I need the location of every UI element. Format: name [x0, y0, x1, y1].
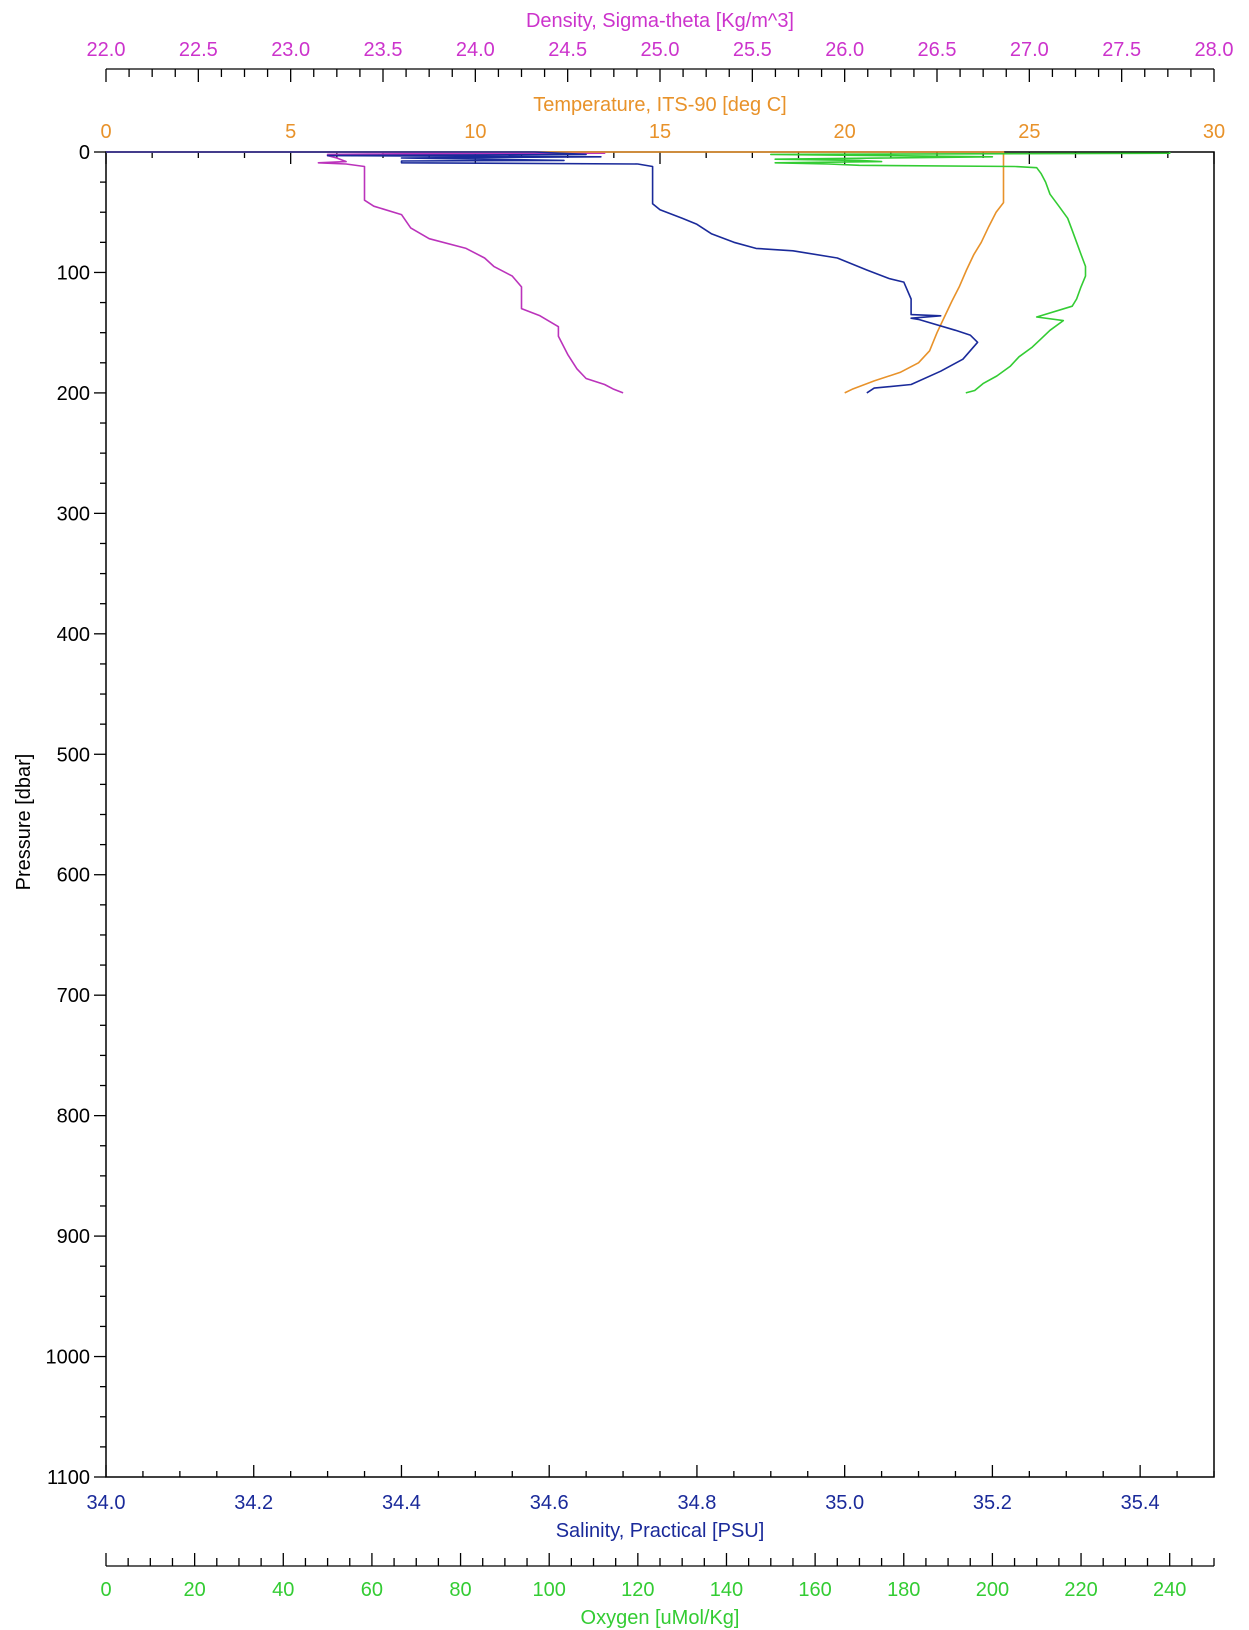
oxygen-tick-label: 220 [1064, 1579, 1097, 1601]
salinity-tick-label: 35.4 [1121, 1492, 1160, 1514]
density-tick-label: 25.5 [733, 39, 772, 61]
density-tick-label: 22.5 [179, 39, 218, 61]
salinity-tick-label: 34.2 [234, 1492, 273, 1514]
oxygen-tick-label: 160 [798, 1579, 831, 1601]
pressure-axis-title: Pressure [dbar] [13, 754, 35, 891]
salinity-axis-title: Salinity, Practical [PSU] [556, 1520, 765, 1542]
oxygen-tick-label: 180 [887, 1579, 920, 1601]
oxygen-tick-label: 60 [361, 1579, 383, 1601]
plot-frame [105, 151, 1215, 1478]
density-tick-label: 24.5 [548, 39, 587, 61]
oxygen-tick-label: 100 [533, 1579, 566, 1601]
y-tick-label: 700 [57, 985, 90, 1007]
temperature-tick-label: 25 [1018, 121, 1040, 143]
y-tick-label: 600 [57, 865, 90, 887]
y-tick-label: 0 [79, 142, 90, 164]
salinity-tick-label: 34.0 [87, 1492, 126, 1514]
oxygen-tick-label: 20 [184, 1579, 206, 1601]
y-tick-label: 500 [57, 744, 90, 766]
density-tick-label: 27.0 [1010, 39, 1049, 61]
density-tick-label: 25.0 [641, 39, 680, 61]
temperature-tick-label: 15 [649, 121, 671, 143]
y-tick-label: 1000 [46, 1347, 91, 1369]
temperature-tick-label: 10 [464, 121, 486, 143]
density-tick-label: 26.0 [825, 39, 864, 61]
oxygen-tick-label: 240 [1153, 1579, 1186, 1601]
density-profile-line [106, 151, 624, 394]
oxygen-tick-label: 40 [272, 1579, 294, 1601]
temperature-tick-label: 5 [285, 121, 296, 143]
y-tick-label: 900 [57, 1226, 90, 1248]
oxygen-profile-line [769, 152, 1171, 394]
temperature-tick-label: 30 [1203, 121, 1225, 143]
temperature-tick-label: 0 [100, 121, 111, 143]
density-tick-label: 23.5 [364, 39, 403, 61]
salinity-profile-line [106, 151, 979, 394]
salinity-tick-label: 34.8 [677, 1492, 716, 1514]
oxygen-tick-label: 0 [100, 1579, 111, 1601]
density-tick-label: 22.0 [87, 39, 126, 61]
density-tick-label: 23.0 [271, 39, 310, 61]
salinity-tick-label: 35.2 [973, 1492, 1012, 1514]
oxygen-tick-label: 80 [449, 1579, 471, 1601]
density-tick-label: 24.0 [456, 39, 495, 61]
oxygen-axis-title: Oxygen [uMol/Kg] [581, 1607, 740, 1629]
salinity-tick-label: 34.6 [530, 1492, 569, 1514]
y-tick-label: 300 [57, 503, 90, 525]
salinity-tick-label: 35.0 [825, 1492, 864, 1514]
density-tick-label: 26.5 [918, 39, 957, 61]
y-tick-label: 1100 [47, 1467, 90, 1489]
y-tick-label: 100 [57, 262, 90, 284]
y-tick-label: 200 [57, 383, 90, 405]
salinity-tick-label: 34.4 [382, 1492, 421, 1514]
density-axis-title: Density, Sigma-theta [Kg/m^3] [526, 10, 794, 32]
y-tick-label: 400 [57, 624, 90, 646]
axes-layer: 01002003004005006007008009001000110022.0… [46, 39, 1234, 1601]
oxygen-tick-label: 200 [976, 1579, 1009, 1601]
temperature-profile-line [106, 151, 1005, 394]
density-tick-label: 28.0 [1195, 39, 1234, 61]
oxygen-tick-label: 120 [621, 1579, 654, 1601]
series-layer [106, 151, 1171, 394]
density-tick-label: 27.5 [1102, 39, 1141, 61]
y-tick-label: 800 [57, 1106, 90, 1128]
temperature-axis-title: Temperature, ITS-90 [deg C] [533, 94, 786, 116]
temperature-tick-label: 20 [834, 121, 856, 143]
oxygen-tick-label: 140 [710, 1579, 743, 1601]
